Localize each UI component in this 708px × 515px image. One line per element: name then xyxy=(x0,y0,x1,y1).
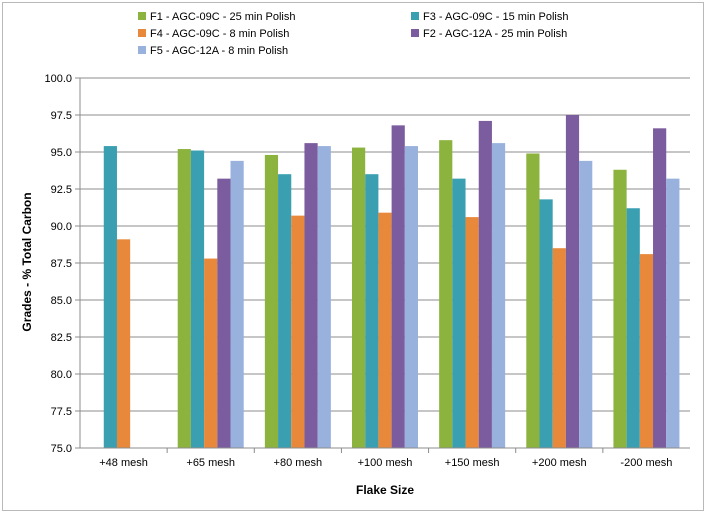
y-tick-label: 80.0 xyxy=(51,369,72,381)
bar xyxy=(230,160,244,448)
legend-swatch xyxy=(411,29,419,37)
bar xyxy=(565,115,580,448)
bar xyxy=(579,160,593,448)
bar xyxy=(653,128,667,448)
bar xyxy=(639,254,654,448)
bar xyxy=(291,215,305,448)
bar xyxy=(190,150,205,448)
y-tick-label: 87.5 xyxy=(51,258,72,270)
bar xyxy=(177,149,191,449)
x-tick-label: +48 mesh xyxy=(99,457,148,469)
bar xyxy=(317,146,331,448)
bar xyxy=(552,248,566,448)
y-tick-label: 95.0 xyxy=(51,147,72,159)
bar xyxy=(526,153,540,449)
bar xyxy=(103,146,117,448)
x-tick-label: +65 mesh xyxy=(186,457,235,469)
bar xyxy=(378,212,392,448)
x-tick-label: +100 mesh xyxy=(358,457,413,469)
bar xyxy=(365,174,379,448)
x-tick-label: +150 mesh xyxy=(445,457,500,469)
y-tick-label: 82.5 xyxy=(51,332,72,344)
legend-label: F5 - AGC-12A - 8 min Polish xyxy=(150,45,288,57)
bar xyxy=(626,208,640,448)
x-tick-label: -200 mesh xyxy=(620,457,672,469)
bar xyxy=(204,258,218,448)
bar xyxy=(666,178,680,448)
bars xyxy=(103,115,680,449)
legend-swatch xyxy=(138,46,146,54)
bar xyxy=(264,154,279,448)
x-tick-labels: +48 mesh +65 mesh +80 mesh +100 mesh +150 me… xyxy=(99,457,672,469)
y-axis-title: Grades - % Total Carbon xyxy=(20,192,34,331)
y-tick-label: 90.0 xyxy=(51,221,72,233)
legend: F1 - AGC-09C - 25 min Polish F3 - AGC-09C… xyxy=(138,11,569,57)
y-tick-label: 97.5 xyxy=(51,110,72,122)
y-tick-label: 75.0 xyxy=(51,443,72,455)
axes xyxy=(79,78,690,453)
y-tick-label: 77.5 xyxy=(51,406,72,418)
x-tick-label: +200 mesh xyxy=(532,457,587,469)
bar xyxy=(452,178,466,448)
legend-label: F1 - AGC-09C - 25 min Polish xyxy=(150,11,296,23)
y-tick-label: 92.5 xyxy=(51,184,72,196)
bar xyxy=(478,120,492,449)
bar xyxy=(352,147,366,448)
bar xyxy=(116,239,131,448)
legend-swatch xyxy=(138,12,146,20)
y-tick-label: 100.0 xyxy=(44,73,72,85)
bar xyxy=(439,140,453,448)
bar xyxy=(391,125,405,449)
bar xyxy=(613,169,627,448)
bar xyxy=(491,143,506,448)
legend-swatch xyxy=(411,12,419,20)
bar xyxy=(539,199,553,448)
bar xyxy=(465,217,479,448)
x-tick-label: +80 mesh xyxy=(274,457,323,469)
legend-label: F3 - AGC-09C - 15 min Polish xyxy=(423,11,569,23)
x-axis-title: Flake Size xyxy=(356,483,414,497)
legend-label: F2 - AGC-12A - 25 min Polish xyxy=(423,28,567,40)
legend-swatch xyxy=(138,29,146,37)
y-tick-label: 85.0 xyxy=(51,295,72,307)
y-tick-labels: 75.0 77.5 80.0 82.5 85.0 87.5 90.0 92.5 95.0 97.5… xyxy=(44,73,72,455)
bar xyxy=(278,174,292,448)
bar xyxy=(404,146,418,448)
bar xyxy=(217,178,231,448)
bar xyxy=(304,143,318,448)
legend-label: F4 - AGC-09C - 8 min Polish xyxy=(150,28,289,40)
